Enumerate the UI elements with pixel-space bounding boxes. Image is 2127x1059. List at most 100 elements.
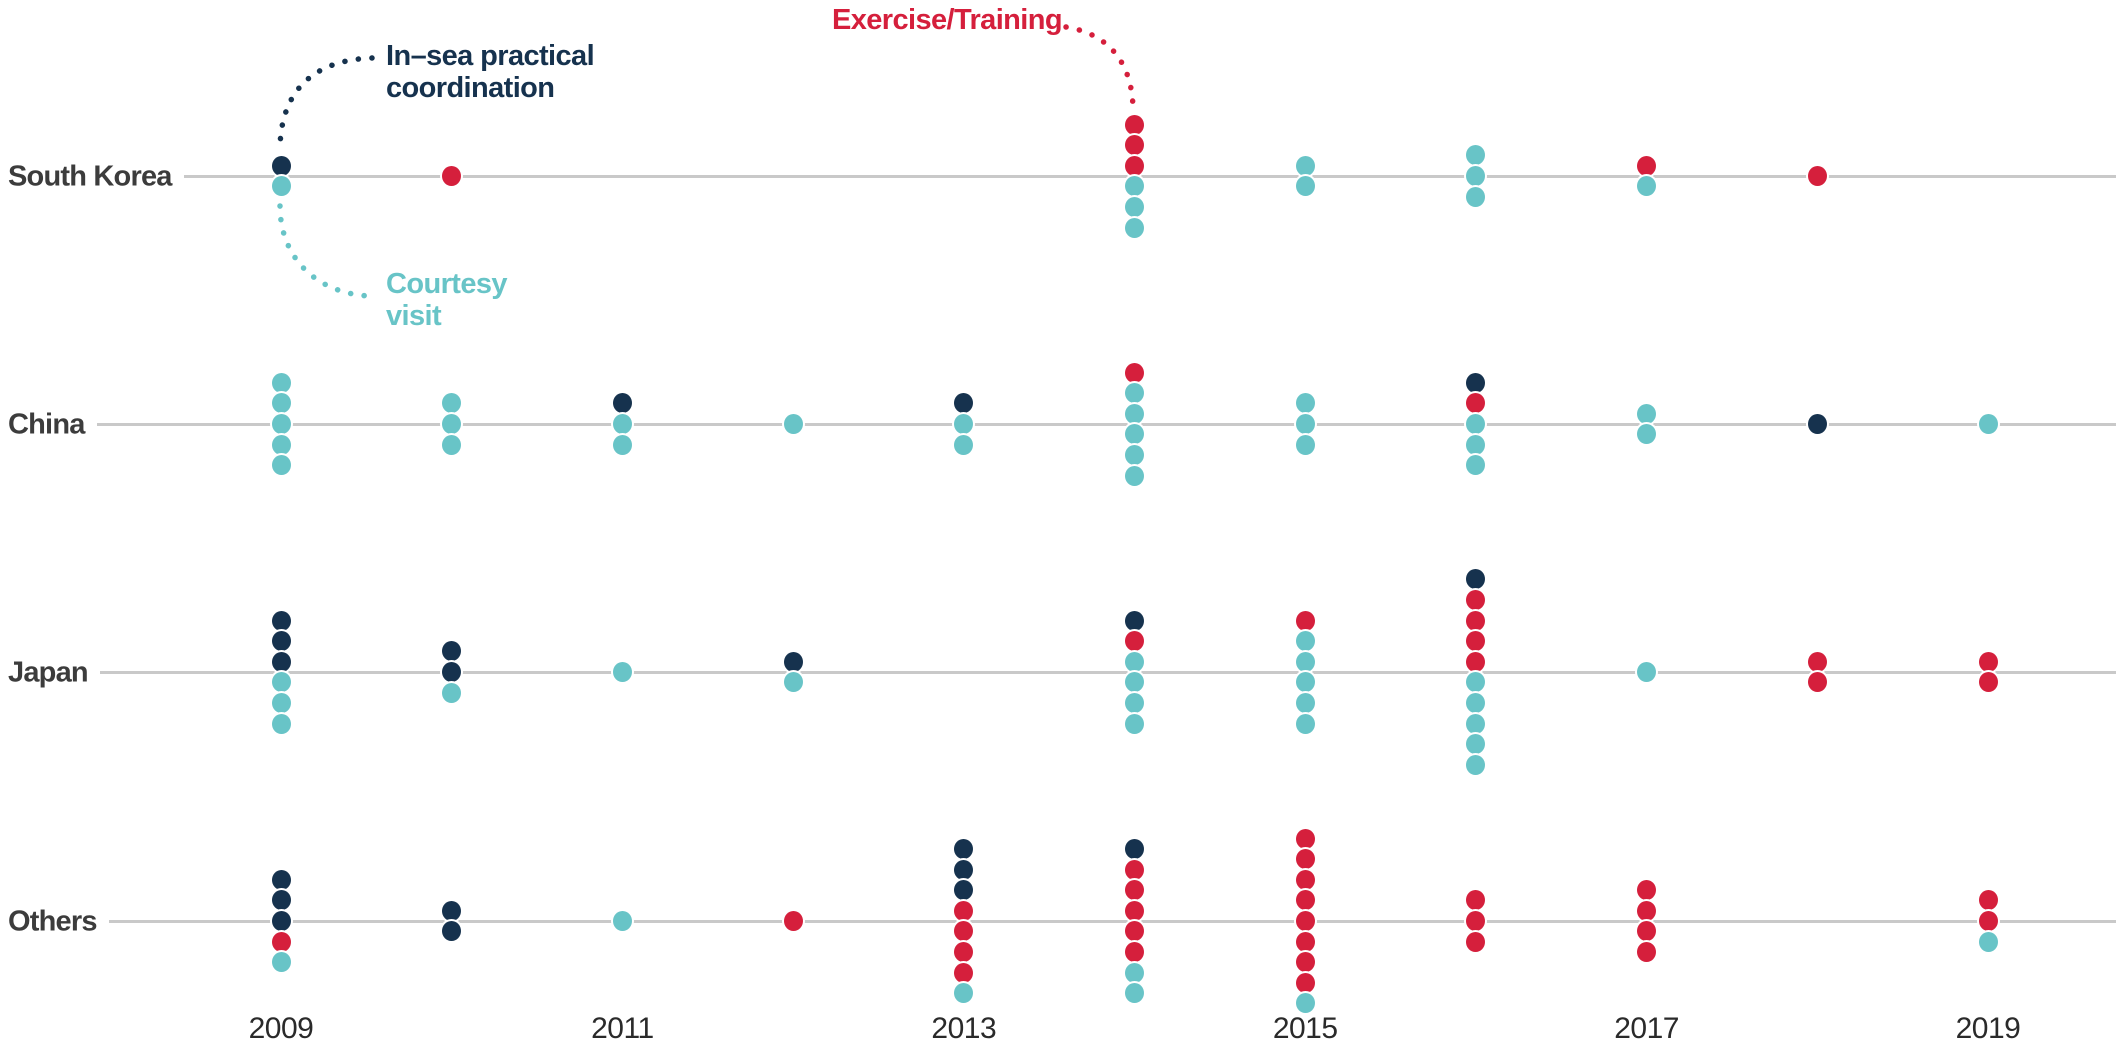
x-axis-tick-2011: 2011 (591, 1012, 654, 1045)
event-dot-courtesy_visit (442, 414, 462, 434)
event-dot-exercise_training (1978, 890, 1998, 911)
dotted-connector-in-sea-icon (277, 55, 375, 151)
event-dot-exercise_training (1807, 166, 1827, 186)
event-dot-courtesy_visit (1125, 424, 1144, 445)
event-dot-courtesy_visit (442, 393, 462, 414)
event-dot-courtesy_visit (1466, 434, 1486, 455)
event-dot-exercise_training (1125, 941, 1144, 962)
event-dot-in_sea_practical_coordination (1125, 838, 1144, 859)
event-dot-exercise_training (271, 931, 291, 952)
event-dot-courtesy_visit (1125, 465, 1144, 486)
x-axis-tick-2017: 2017 (1614, 1012, 1679, 1045)
event-dot-exercise_training (1125, 880, 1144, 901)
event-dot-in_sea_practical_coordination (1466, 569, 1486, 590)
legend-label-exercise-training: Exercise/Training (832, 4, 1063, 36)
legend-label-in-sea-practical-coordination: In–sea practical coordination (386, 40, 595, 105)
event-dot-exercise_training (1466, 631, 1486, 652)
event-dot-exercise_training (1125, 155, 1144, 176)
event-dot-courtesy_visit (442, 682, 462, 703)
event-dot-courtesy_visit (612, 662, 632, 682)
dotted-connector-courtesy-icon (277, 203, 371, 299)
event-dot-in_sea_practical_coordination (271, 869, 291, 890)
event-dot-courtesy_visit (1466, 754, 1486, 775)
event-dot-courtesy_visit (612, 911, 632, 931)
event-dot-courtesy_visit (442, 434, 462, 455)
event-dot-exercise_training (1637, 900, 1657, 921)
event-dot-exercise_training (1125, 631, 1144, 652)
event-dot-in_sea_practical_coordination (442, 641, 462, 662)
event-dot-courtesy_visit (1295, 993, 1315, 1014)
row-label-others: Others (8, 905, 97, 938)
event-dot-in_sea_practical_coordination (1807, 414, 1827, 434)
event-dot-in_sea_practical_coordination (1466, 372, 1486, 393)
event-dot-courtesy_visit (1125, 217, 1144, 238)
event-dot-courtesy_visit (271, 434, 291, 455)
event-dot-in_sea_practical_coordination (612, 393, 632, 414)
event-dot-courtesy_visit (271, 414, 291, 434)
event-dot-exercise_training (1125, 362, 1144, 383)
event-dot-exercise_training (1295, 952, 1315, 973)
event-dot-exercise_training (1125, 921, 1144, 942)
event-dot-in_sea_practical_coordination (271, 911, 291, 931)
event-dot-exercise_training (1295, 610, 1315, 631)
event-dot-in_sea_practical_coordination (954, 880, 974, 901)
event-dot-exercise_training (1295, 849, 1315, 870)
event-dot-courtesy_visit (271, 692, 291, 713)
event-dot-exercise_training (1295, 911, 1315, 931)
event-dot-courtesy_visit (1125, 651, 1144, 672)
event-dot-courtesy_visit (1295, 393, 1315, 414)
event-dot-courtesy_visit (1125, 713, 1144, 734)
event-dot-in_sea_practical_coordination (271, 610, 291, 631)
event-dot-exercise_training (1125, 135, 1144, 156)
event-dot-exercise_training (954, 962, 974, 983)
event-dot-courtesy_visit (1466, 672, 1486, 693)
event-dot-courtesy_visit (1978, 931, 1998, 952)
event-dot-courtesy_visit (1637, 403, 1657, 424)
event-dot-exercise_training (954, 900, 974, 921)
event-dot-exercise_training (1807, 651, 1827, 672)
event-dot-courtesy_visit (1637, 424, 1657, 445)
event-dot-courtesy_visit (271, 455, 291, 476)
event-dot-exercise_training (1466, 890, 1486, 911)
event-dot-in_sea_practical_coordination (271, 890, 291, 911)
x-axis-tick-2009: 2009 (248, 1012, 314, 1045)
event-dot-courtesy_visit (1466, 455, 1486, 476)
row-label-china: China (8, 408, 85, 441)
event-dot-courtesy_visit (271, 372, 291, 393)
event-dot-courtesy_visit (1637, 662, 1657, 682)
event-dot-exercise_training (1807, 672, 1827, 693)
event-dot-courtesy_visit (1295, 176, 1315, 197)
legend-label-courtesy-visit: Courtesy visit (386, 268, 508, 333)
event-dot-courtesy_visit (1125, 403, 1144, 424)
event-dot-courtesy_visit (1125, 672, 1144, 693)
event-dot-courtesy_visit (271, 713, 291, 734)
event-dot-courtesy_visit (1295, 631, 1315, 652)
event-dot-courtesy_visit (1125, 176, 1144, 197)
event-dot-exercise_training (1637, 155, 1657, 176)
event-dot-exercise_training (442, 166, 462, 186)
event-dot-exercise_training (1295, 869, 1315, 890)
event-dot-exercise_training (1978, 651, 1998, 672)
x-axis-tick-2013: 2013 (931, 1012, 997, 1045)
event-dot-courtesy_visit (1295, 651, 1315, 672)
row-label-south-korea: South Korea (8, 160, 172, 193)
timeline-others (109, 920, 2116, 923)
event-dot-courtesy_visit (1295, 713, 1315, 734)
event-dot-courtesy_visit (612, 434, 632, 455)
event-dot-exercise_training (1466, 931, 1486, 952)
event-dot-in_sea_practical_coordination (442, 662, 462, 682)
event-dot-courtesy_visit (271, 176, 291, 197)
event-dot-courtesy_visit (1466, 145, 1486, 166)
event-dot-exercise_training (1978, 672, 1998, 693)
event-dot-in_sea_practical_coordination (954, 859, 974, 880)
timeline-japan (100, 671, 2116, 674)
event-dot-exercise_training (1466, 651, 1486, 672)
event-dot-exercise_training (1295, 828, 1315, 849)
event-dot-courtesy_visit (1466, 166, 1486, 186)
event-dot-courtesy_visit (954, 983, 974, 1004)
event-dot-courtesy_visit (612, 414, 632, 434)
event-dot-courtesy_visit (1466, 713, 1486, 734)
event-dot-courtesy_visit (271, 672, 291, 693)
event-dot-in_sea_practical_coordination (271, 155, 291, 176)
